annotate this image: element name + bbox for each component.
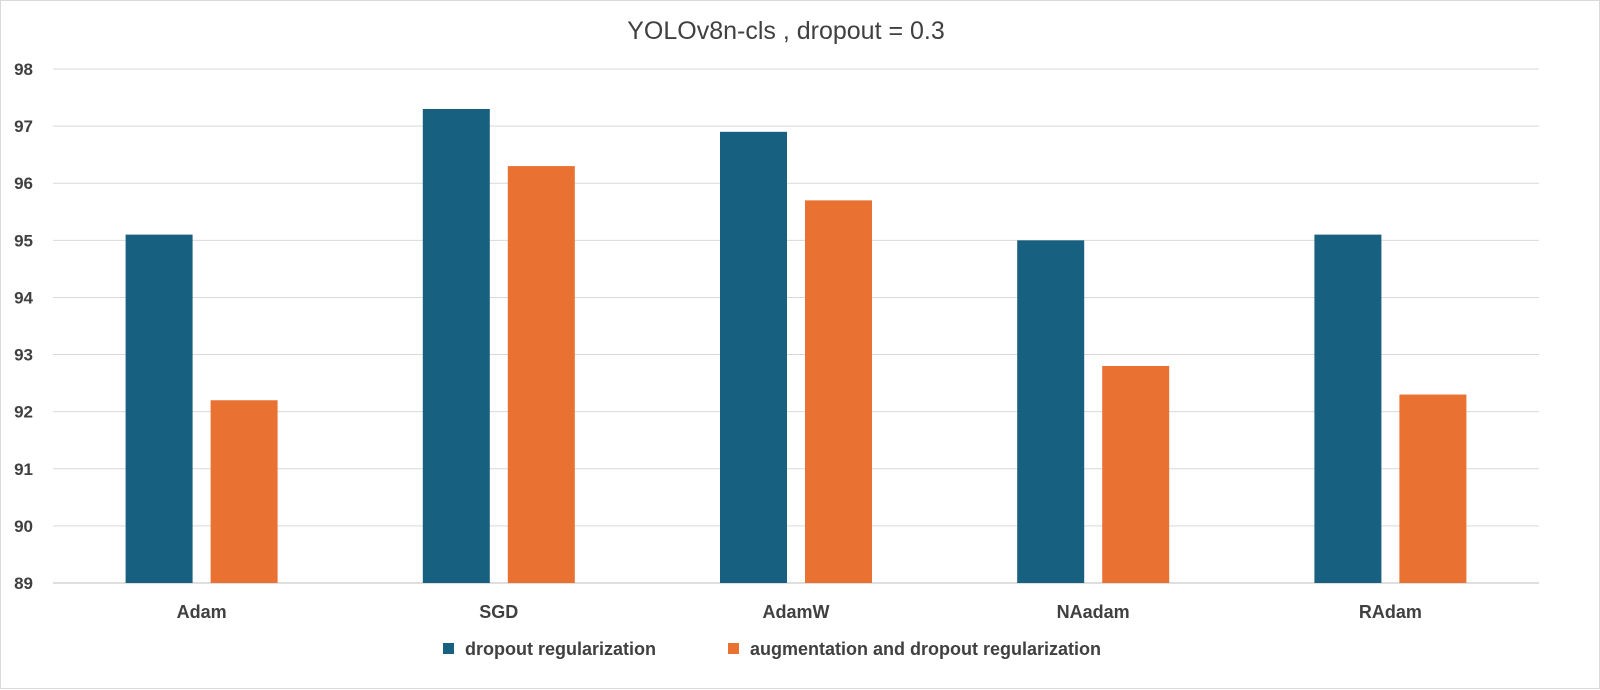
y-tick-label: 98	[14, 60, 33, 79]
bar	[805, 200, 872, 583]
legend-swatch	[443, 643, 454, 654]
bars	[125, 108, 1467, 584]
bar	[422, 108, 490, 583]
y-tick-label: 89	[14, 574, 33, 593]
bar	[125, 234, 193, 583]
x-category-label: AdamW	[763, 602, 830, 622]
x-category-label: SGD	[479, 602, 518, 622]
y-tick-label: 95	[14, 231, 33, 250]
bar	[210, 400, 278, 583]
bar	[507, 166, 575, 584]
y-tick-label: 97	[14, 117, 33, 136]
y-tick-label: 91	[14, 460, 33, 479]
legend-swatch	[728, 643, 739, 654]
bar	[720, 131, 787, 584]
x-category-label: NAadam	[1057, 602, 1130, 622]
bar	[1017, 240, 1085, 584]
chart-title: YOLOv8n-cls , dropout = 0.3	[627, 17, 945, 45]
legend-label: dropout regularization	[465, 639, 656, 659]
y-axis-ticks: 89 90 91 92 93 94 95 96 97 98	[14, 60, 33, 593]
x-category-label: Adam	[177, 602, 227, 622]
y-tick-label: 90	[14, 517, 33, 536]
y-tick-label: 94	[14, 288, 33, 307]
bar	[1314, 234, 1382, 583]
bar	[1102, 365, 1170, 583]
gridlines	[53, 68, 1539, 584]
legend-label: augmentation and dropout regularization	[750, 639, 1101, 659]
legend: dropout regularization augmentation and d…	[443, 639, 1101, 659]
x-category-label: RAdam	[1359, 602, 1422, 622]
y-tick-label: 93	[14, 346, 33, 365]
x-axis-categories: Adam SGD AdamW NAadam RAdam	[177, 602, 1422, 622]
y-tick-label: 92	[14, 403, 33, 422]
y-tick-label: 96	[14, 174, 33, 193]
bar	[1399, 394, 1467, 583]
